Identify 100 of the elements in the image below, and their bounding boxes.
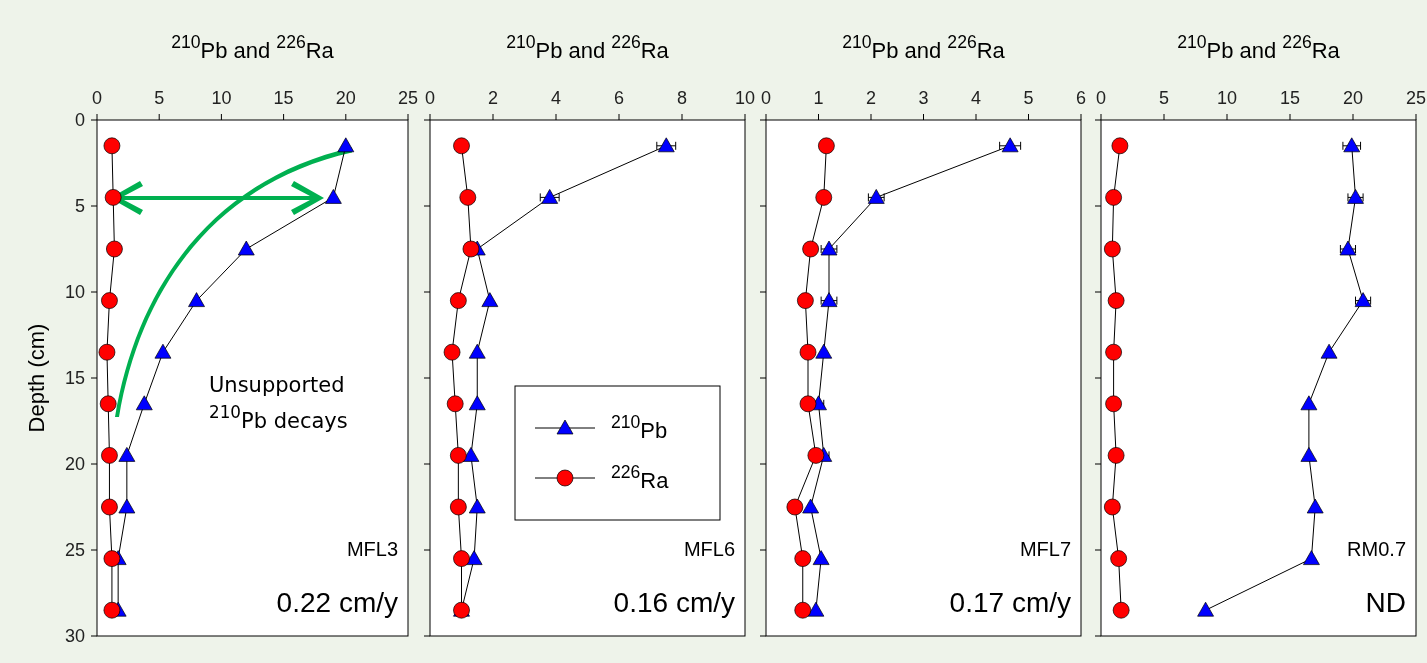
point	[104, 189, 122, 206]
point	[799, 343, 817, 361]
point	[820, 292, 838, 307]
point	[443, 343, 461, 361]
point	[101, 447, 118, 464]
point	[794, 550, 812, 567]
point	[450, 292, 467, 309]
x-tick-label: 5	[154, 88, 165, 108]
point	[118, 447, 136, 462]
point	[1354, 292, 1372, 307]
x-tick-label: 3	[918, 88, 929, 108]
point	[468, 395, 486, 411]
point	[1103, 498, 1121, 516]
point	[103, 550, 121, 567]
annotation: 0.16 cm/y	[613, 587, 735, 618]
point	[468, 343, 486, 359]
point	[1110, 550, 1127, 567]
x-tick-label: 25	[1405, 88, 1427, 108]
point	[802, 240, 819, 258]
point	[1105, 189, 1122, 206]
x-tick-label: 25	[397, 88, 419, 108]
x-tick-label: 2	[487, 88, 499, 108]
annotation: MFL7	[1019, 538, 1071, 560]
y-tick-label: 10	[64, 282, 85, 302]
y-axis-title: Depth (cm)	[24, 323, 49, 433]
x-tick-label: 10	[734, 88, 756, 108]
legend-label: $^{226}$Ra	[611, 462, 670, 493]
x-tick-label: 0	[1095, 88, 1107, 108]
point	[1339, 240, 1357, 256]
point	[468, 498, 486, 514]
chart-title: $^{210}$Pb and $^{226}$Ra	[842, 32, 1006, 63]
point	[337, 137, 355, 153]
point	[453, 550, 470, 567]
annotation: 0.17 cm/y	[949, 587, 1071, 618]
x-tick-label: 5	[1023, 88, 1034, 108]
point	[459, 189, 477, 206]
annotation: MFL6	[683, 538, 735, 560]
point	[812, 550, 830, 565]
point	[1112, 601, 1130, 619]
annotation: ND	[1365, 587, 1406, 618]
y-tick-label: 5	[74, 196, 85, 216]
y-tick-label: 30	[64, 626, 85, 646]
point	[657, 137, 675, 153]
x-tick-label: 15	[273, 88, 294, 108]
point	[101, 292, 118, 309]
point	[1300, 447, 1318, 462]
y-tick-label: 20	[64, 454, 85, 474]
x-tick-label: 0	[424, 88, 436, 108]
annotation: RM0.7	[1347, 538, 1406, 560]
point	[481, 292, 499, 307]
point	[1001, 137, 1019, 153]
point	[1107, 292, 1125, 309]
chart-title: $^{210}$Pb and $^{226}$Ra	[506, 32, 670, 63]
point	[453, 137, 470, 155]
point	[786, 498, 804, 516]
x-tick-label: 5	[1158, 88, 1170, 108]
x-tick-label: 10	[1216, 88, 1238, 108]
point	[118, 498, 136, 514]
point	[188, 292, 205, 307]
x-tick-label: 10	[211, 88, 232, 108]
y-tick-label: 15	[64, 368, 85, 388]
point	[1111, 137, 1129, 155]
point	[1300, 395, 1318, 411]
point	[237, 240, 255, 256]
x-tick-label: 4	[970, 88, 982, 108]
x-tick-label: 6	[1075, 88, 1087, 108]
y-tick-label: 25	[64, 540, 85, 560]
point	[103, 601, 121, 619]
point	[99, 395, 117, 413]
point	[1107, 447, 1125, 464]
chart-title: $^{210}$Pb and $^{226}$Ra	[1177, 32, 1341, 63]
point	[1306, 498, 1324, 514]
x-tick-label: 1	[813, 88, 824, 108]
point	[807, 447, 825, 464]
point	[103, 137, 121, 155]
chart-title: $^{210}$Pb and $^{226}$Ra	[171, 32, 335, 63]
point	[101, 498, 118, 516]
annotation: 0.22 cm/y	[276, 587, 398, 618]
point	[154, 343, 172, 359]
point	[815, 189, 833, 206]
point	[450, 447, 467, 464]
annotation: Unsupported $^{210}$Pb decays	[209, 373, 348, 433]
point	[797, 292, 814, 309]
point	[106, 240, 123, 258]
x-tick-label: 15	[1279, 88, 1301, 108]
point	[1197, 601, 1214, 617]
point	[1303, 550, 1320, 565]
x-tick-label: 0	[760, 88, 772, 108]
x-tick-label: 0	[91, 88, 103, 108]
point	[325, 189, 342, 204]
point	[465, 550, 483, 565]
point	[98, 343, 116, 361]
point	[450, 498, 467, 516]
point	[462, 240, 480, 258]
point	[820, 240, 838, 256]
point	[462, 447, 480, 462]
point	[1105, 395, 1122, 413]
x-tick-label: 8	[676, 88, 688, 108]
point	[1103, 240, 1121, 258]
x-tick-label: 4	[550, 88, 562, 108]
